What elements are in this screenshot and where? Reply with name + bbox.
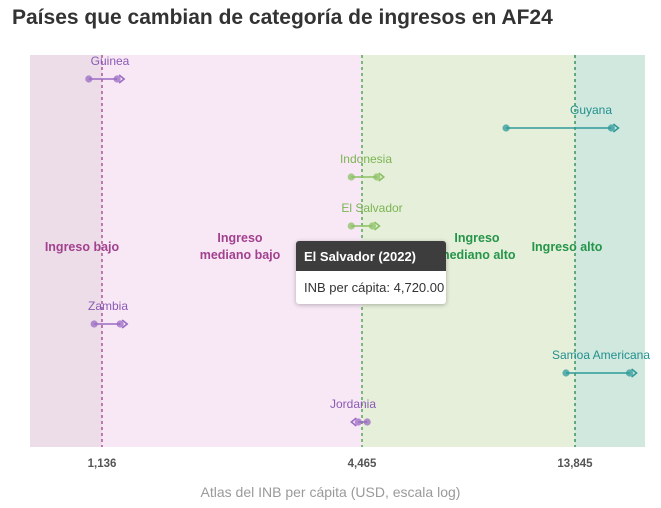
country-arrowhead-jordania [350,417,357,427]
band-labels-layer: Ingreso bajo Ingreso mediano bajo Ingreso me… [45,231,603,262]
country-start-point-el-salvador [347,222,355,230]
country-end-point-el-salvador [368,222,377,230]
band-label-1-0: Ingreso [217,231,263,245]
x-tick-label-0: 1,136 [88,458,117,470]
tooltip-body: INB per cápita: 4,720.00 [296,271,446,304]
country-end-point-zambia [116,320,124,328]
country-end-point-guyana [607,124,616,132]
country-start-point-zambia [90,320,98,328]
country-arrowhead-samoa-americana [631,368,638,378]
country-end-point-jordania [354,418,362,426]
country-indonesia: Indonesia [340,152,392,182]
tooltip-value: 4,720.00 [393,280,445,295]
country-guinea: Guinea [85,54,130,84]
thresholds-layer [101,55,576,447]
country-guyana: Guyana [502,103,620,133]
country-label-guinea: Guinea [91,54,130,68]
country-start-point-guinea [85,75,93,83]
country-start-point-guyana [502,124,510,132]
country-samoa-americana: Samoa Americana [552,348,650,378]
country-jordania: Jordania [330,397,376,427]
country-arrowhead-guinea [118,74,126,84]
band-label-3-0: Ingreso alto [532,240,603,254]
country-label-el-salvador: El Salvador [341,201,402,215]
country-start-point-jordania [363,418,371,426]
tooltip-title: El Salvador (2022) [296,241,446,271]
country-el-salvador: El Salvador [341,201,403,231]
country-start-point-indonesia [347,173,355,181]
band-label-2-1: mediano alto [438,248,515,262]
band-label-1-1: mediano bajo [200,248,281,262]
country-label-samoa-americana: Samoa Americana [552,348,650,362]
country-arrowhead-zambia [121,319,129,329]
band-3 [575,55,645,447]
band-label-0-0: Ingreso bajo [45,240,120,254]
tooltip: El Salvador (2022) INB per cápita: 4,720… [296,241,446,304]
country-zambia: Zambia [88,299,129,329]
x-tick-label-2: 13,845 [557,458,593,470]
bands-layer [30,55,645,447]
band-label-2-0: Ingreso [454,231,500,245]
x-axis-ticks: 1,136 4,465 13,845 [88,458,594,470]
country-arrowhead-guyana [612,123,620,133]
x-tick-label-1: 4,465 [348,458,377,470]
countries-layer: Guinea Guyana Indonesia El Salvador Zambia Sa… [85,54,650,427]
country-start-point-samoa-americana [562,369,570,377]
country-label-jordania: Jordania [330,397,376,411]
chart-title: Países que cambian de categoría de ingre… [12,6,553,29]
country-end-point-guinea [113,75,121,83]
country-arrowhead-indonesia [378,172,386,182]
country-end-point-samoa-americana [625,369,634,377]
x-axis-label: Atlas del INB per cápita (USD, escala lo… [200,484,461,500]
band-0 [30,55,102,447]
tooltip-label: INB per cápita: [304,280,390,295]
country-end-point-indonesia [373,173,381,181]
country-label-guyana: Guyana [570,103,612,117]
country-label-indonesia: Indonesia [340,152,392,166]
country-arrowhead-el-salvador [373,221,381,231]
country-label-zambia: Zambia [88,299,128,313]
